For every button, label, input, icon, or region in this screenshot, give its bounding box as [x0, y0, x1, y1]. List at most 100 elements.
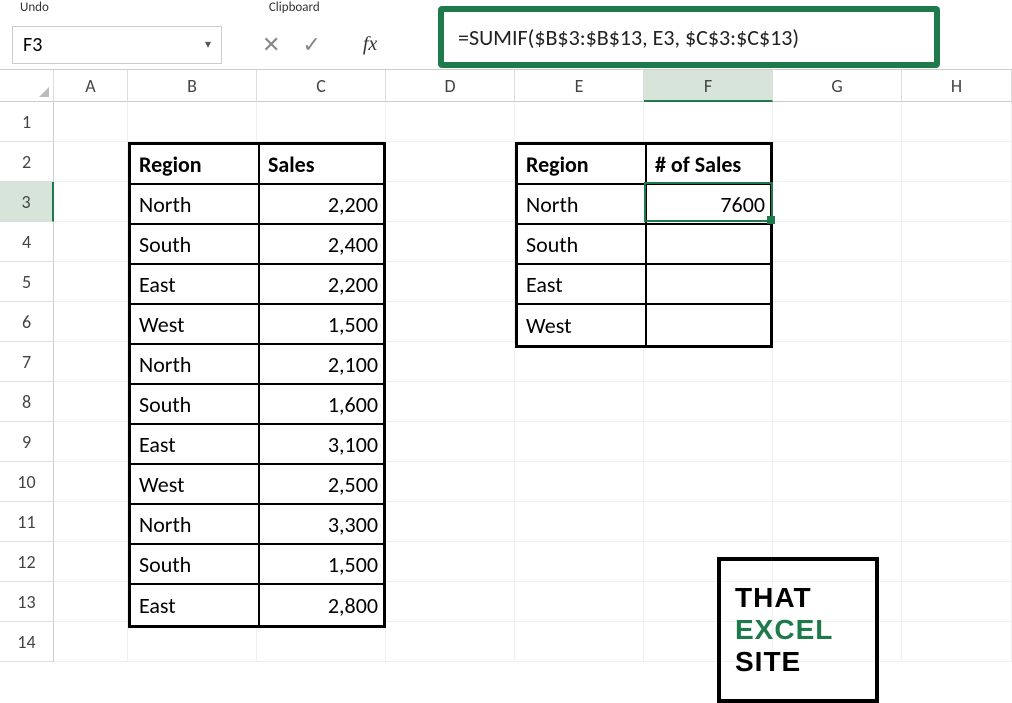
table2-region-cell[interactable]: East: [518, 265, 647, 305]
cell-C1[interactable]: [257, 102, 386, 142]
cell-D12[interactable]: [386, 542, 515, 582]
cell-G2[interactable]: [773, 142, 902, 182]
cell-B14[interactable]: [128, 622, 257, 662]
cell-F7[interactable]: [644, 342, 773, 382]
row-header-6[interactable]: 6: [0, 302, 54, 342]
table1-sales-cell[interactable]: 1,500: [260, 305, 386, 345]
table1-region-cell[interactable]: East: [131, 265, 260, 305]
col-header-E[interactable]: E: [515, 70, 644, 102]
col-header-A[interactable]: A: [54, 70, 128, 102]
cell-G5[interactable]: [773, 262, 902, 302]
chevron-down-icon[interactable]: ▾: [205, 37, 211, 52]
cell-A2[interactable]: [54, 142, 128, 182]
cell-H1[interactable]: [902, 102, 1012, 142]
cell-H2[interactable]: [902, 142, 1012, 182]
cell-D7[interactable]: [386, 342, 515, 382]
cell-D1[interactable]: [386, 102, 515, 142]
cell-E13[interactable]: [515, 582, 644, 622]
table1-region-cell[interactable]: West: [131, 305, 260, 345]
cell-A14[interactable]: [54, 622, 128, 662]
table1-sales-cell[interactable]: 2,800: [260, 585, 386, 625]
row-header-12[interactable]: 12: [0, 542, 54, 582]
cell-H14[interactable]: [902, 622, 1012, 662]
table1-sales-cell[interactable]: 2,200: [260, 185, 386, 225]
cell-G3[interactable]: [773, 182, 902, 222]
row-header-3[interactable]: 3: [0, 182, 54, 222]
table1-region-cell[interactable]: North: [131, 505, 260, 545]
cell-E9[interactable]: [515, 422, 644, 462]
cell-A8[interactable]: [54, 382, 128, 422]
cell-G7[interactable]: [773, 342, 902, 382]
cell-H12[interactable]: [902, 542, 1012, 582]
name-box[interactable]: F3 ▾: [12, 26, 222, 64]
cell-D3[interactable]: [386, 182, 515, 222]
cell-D13[interactable]: [386, 582, 515, 622]
table1-region-cell[interactable]: East: [131, 585, 260, 625]
cell-A3[interactable]: [54, 182, 128, 222]
cell-D6[interactable]: [386, 302, 515, 342]
cell-E1[interactable]: [515, 102, 644, 142]
enter-icon[interactable]: ✓: [302, 31, 320, 58]
cancel-icon[interactable]: ✕: [262, 31, 280, 58]
formula-bar-input[interactable]: =SUMIF($B$3:$B$13, E3, $C$3:$C$13): [438, 6, 940, 68]
table1-region-cell[interactable]: South: [131, 385, 260, 425]
cell-A11[interactable]: [54, 502, 128, 542]
col-header-H[interactable]: H: [902, 70, 1012, 102]
row-header-8[interactable]: 8: [0, 382, 54, 422]
cell-E12[interactable]: [515, 542, 644, 582]
table1-region-cell[interactable]: West: [131, 465, 260, 505]
row-header-14[interactable]: 14: [0, 622, 54, 662]
cell-H4[interactable]: [902, 222, 1012, 262]
cell-G8[interactable]: [773, 382, 902, 422]
cell-A12[interactable]: [54, 542, 128, 582]
cell-E10[interactable]: [515, 462, 644, 502]
cell-E14[interactable]: [515, 622, 644, 662]
row-header-2[interactable]: 2: [0, 142, 54, 182]
row-header-13[interactable]: 13: [0, 582, 54, 622]
cell-H9[interactable]: [902, 422, 1012, 462]
table2-numsales-cell[interactable]: [647, 225, 773, 265]
table1-region-cell[interactable]: South: [131, 225, 260, 265]
cell-D5[interactable]: [386, 262, 515, 302]
table1-region-cell[interactable]: East: [131, 425, 260, 465]
cell-A10[interactable]: [54, 462, 128, 502]
col-header-C[interactable]: C: [257, 70, 386, 102]
cell-A5[interactable]: [54, 262, 128, 302]
table1-region-cell[interactable]: North: [131, 345, 260, 385]
cell-H7[interactable]: [902, 342, 1012, 382]
table1-sales-cell[interactable]: 2,100: [260, 345, 386, 385]
cell-H11[interactable]: [902, 502, 1012, 542]
table2-numsales-cell[interactable]: 7600: [647, 185, 773, 225]
col-header-F[interactable]: F: [644, 70, 773, 102]
table1-sales-cell[interactable]: 1,500: [260, 545, 386, 585]
cell-G1[interactable]: [773, 102, 902, 142]
cell-E8[interactable]: [515, 382, 644, 422]
row-header-7[interactable]: 7: [0, 342, 54, 382]
cell-D11[interactable]: [386, 502, 515, 542]
table1-sales-cell[interactable]: 2,400: [260, 225, 386, 265]
col-header-G[interactable]: G: [773, 70, 902, 102]
table2-region-cell[interactable]: West: [518, 305, 647, 345]
row-header-10[interactable]: 10: [0, 462, 54, 502]
cell-A1[interactable]: [54, 102, 128, 142]
col-header-D[interactable]: D: [386, 70, 515, 102]
cell-F8[interactable]: [644, 382, 773, 422]
table2-region-cell[interactable]: South: [518, 225, 647, 265]
fx-icon[interactable]: fx: [363, 33, 377, 56]
table1-sales-cell[interactable]: 2,500: [260, 465, 386, 505]
table2-numsales-cell[interactable]: [647, 305, 773, 345]
cell-D10[interactable]: [386, 462, 515, 502]
cell-D8[interactable]: [386, 382, 515, 422]
table1-region-cell[interactable]: South: [131, 545, 260, 585]
cell-A6[interactable]: [54, 302, 128, 342]
cell-H6[interactable]: [902, 302, 1012, 342]
row-header-1[interactable]: 1: [0, 102, 54, 142]
cell-G6[interactable]: [773, 302, 902, 342]
cell-D9[interactable]: [386, 422, 515, 462]
cell-D2[interactable]: [386, 142, 515, 182]
cell-A4[interactable]: [54, 222, 128, 262]
cell-G4[interactable]: [773, 222, 902, 262]
table2-region-cell[interactable]: North: [518, 185, 647, 225]
cell-D14[interactable]: [386, 622, 515, 662]
table1-region-cell[interactable]: North: [131, 185, 260, 225]
